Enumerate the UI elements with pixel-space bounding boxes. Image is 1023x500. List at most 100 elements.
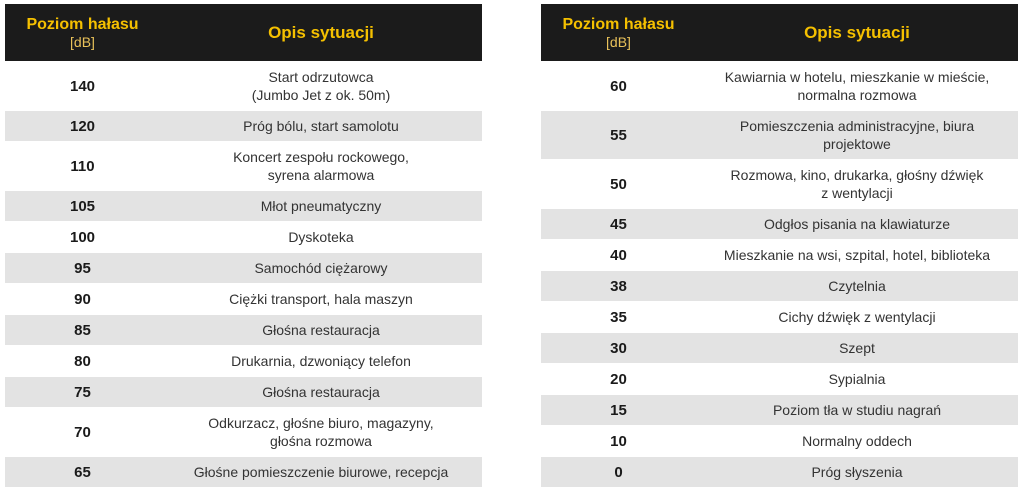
noise-level: 90: [5, 283, 160, 315]
noise-level: 0: [541, 456, 696, 487]
situation-description: Mieszkanie na wsi, szpital, hotel, bibli…: [696, 239, 1018, 271]
description-line: Start odrzutowca: [268, 69, 374, 85]
situation-description: Sypialnia: [696, 363, 1018, 395]
description-line: głośna rozmowa: [270, 433, 372, 449]
noise-level: 105: [5, 190, 160, 222]
header-level: Poziom hałasu [dB]: [5, 4, 160, 62]
situation-description: Koncert zespołu rockowego, syrena alarmow…: [160, 141, 482, 191]
description-line: normalna rozmowa: [797, 87, 917, 103]
situation-description: Kawiarnia w hotelu, mieszkanie w mieście…: [696, 61, 1018, 111]
table-body: 140 Start odrzutowca (Jumbo Jet z ok. 50m)…: [5, 61, 482, 487]
noise-level: 60: [541, 61, 696, 111]
table-row: 20 Sypialnia: [541, 363, 1018, 395]
table-row: 15 Poziom tła w studiu nagrań: [541, 394, 1018, 426]
noise-level: 120: [5, 110, 160, 142]
description-line: Drukarnia, dzwoniący telefon: [231, 353, 411, 369]
description-line: z wentylacji: [821, 185, 893, 201]
description-line: Czytelnia: [828, 278, 886, 294]
noise-level: 15: [541, 394, 696, 426]
description-line: Głośne pomieszczenie biurowe, recepcja: [193, 464, 449, 480]
noise-level: 80: [5, 345, 160, 377]
noise-level: 40: [541, 239, 696, 271]
table-row: 95 Samochód ciężarowy: [5, 252, 482, 284]
noise-level: 20: [541, 363, 696, 395]
table-header: Poziom hałasu [dB] Opis sytuacji: [5, 4, 482, 62]
situation-description: Normalny oddech: [696, 425, 1018, 457]
situation-description: Start odrzutowca (Jumbo Jet z ok. 50m): [160, 61, 482, 111]
situation-description: Czytelnia: [696, 270, 1018, 302]
table-row: 85 Głośna restauracja: [5, 314, 482, 346]
header-level-title: Poziom hałasu: [26, 16, 139, 33]
description-line: Ciężki transport, hala maszyn: [229, 291, 413, 307]
situation-description: Głośna restauracja: [160, 314, 482, 346]
table-row: 80 Drukarnia, dzwoniący telefon: [5, 345, 482, 377]
description-line: Głośna restauracja: [262, 322, 380, 338]
description-line: Próg słyszenia: [811, 464, 903, 480]
header-level-title: Poziom hałasu: [562, 16, 675, 33]
description-line: Kawiarnia w hotelu, mieszkanie w mieście…: [724, 69, 990, 85]
noise-level: 110: [5, 141, 160, 191]
situation-description: Próg słyszenia: [696, 456, 1018, 487]
table-row: 120 Próg bólu, start samolotu: [5, 110, 482, 142]
header-level-unit: [dB]: [70, 34, 95, 50]
noise-level: 85: [5, 314, 160, 346]
description-line: Młot pneumatyczny: [260, 198, 382, 214]
situation-description: Głośne pomieszczenie biurowe, recepcja: [160, 456, 482, 487]
header-description: Opis sytuacji: [160, 4, 482, 62]
table-row: 75 Głośna restauracja: [5, 376, 482, 408]
description-line: Koncert zespołu rockowego,: [233, 149, 409, 165]
situation-description: Ciężki transport, hala maszyn: [160, 283, 482, 315]
table-row: 60 Kawiarnia w hotelu, mieszkanie w mieśc…: [541, 61, 1018, 111]
description-line: projektowe: [823, 136, 891, 152]
noise-level: 30: [541, 332, 696, 364]
noise-level: 65: [5, 456, 160, 487]
situation-description: Głośna restauracja: [160, 376, 482, 408]
noise-level: 10: [541, 425, 696, 457]
table-row: 70 Odkurzacz, głośne biuro, magazyny, głoś…: [5, 407, 482, 457]
situation-description: Odkurzacz, głośne biuro, magazyny, głośna…: [160, 407, 482, 457]
table-row: 100 Dyskoteka: [5, 221, 482, 253]
table-row: 30 Szept: [541, 332, 1018, 364]
table-body: 60 Kawiarnia w hotelu, mieszkanie w mieśc…: [541, 61, 1018, 487]
table-row: 10 Normalny oddech: [541, 425, 1018, 457]
situation-description: Poziom tła w studiu nagrań: [696, 394, 1018, 426]
table-row: 45 Odgłos pisania na klawiaturze: [541, 208, 1018, 240]
table-row: 35 Cichy dźwięk z wentylacji: [541, 301, 1018, 333]
noise-level: 100: [5, 221, 160, 253]
description-line: Samochód ciężarowy: [254, 260, 388, 276]
description-line: Szept: [839, 340, 875, 356]
table-row: 110 Koncert zespołu rockowego, syrena alar…: [5, 141, 482, 191]
situation-description: Młot pneumatyczny: [160, 190, 482, 222]
table-row: 40 Mieszkanie na wsi, szpital, hotel, bib…: [541, 239, 1018, 271]
table-row: 140 Start odrzutowca (Jumbo Jet z ok. 50m): [5, 61, 482, 111]
noise-level: 38: [541, 270, 696, 302]
noise-level: 70: [5, 407, 160, 457]
situation-description: Rozmowa, kino, drukarka, głośny dźwięk z …: [696, 159, 1018, 209]
situation-description: Pomieszczenia administracyjne, biura proj…: [696, 110, 1018, 160]
noise-level: 140: [5, 61, 160, 111]
situation-description: Szept: [696, 332, 1018, 364]
table-row: 90 Ciężki transport, hala maszyn: [5, 283, 482, 315]
noise-level: 75: [5, 376, 160, 408]
description-line: (Jumbo Jet z ok. 50m): [251, 87, 391, 103]
description-line: Normalny oddech: [802, 433, 912, 449]
description-line: syrena alarmowa: [267, 167, 375, 183]
situation-description: Odgłos pisania na klawiaturze: [696, 208, 1018, 240]
description-line: Dyskoteka: [288, 229, 354, 245]
description-line: Pomieszczenia administracyjne, biura: [739, 118, 975, 134]
description-line: Cichy dźwięk z wentylacji: [778, 309, 936, 325]
header-description: Opis sytuacji: [696, 4, 1018, 62]
description-line: Odgłos pisania na klawiaturze: [764, 216, 950, 232]
situation-description: Dyskoteka: [160, 221, 482, 253]
table-row: 38 Czytelnia: [541, 270, 1018, 302]
situation-description: Drukarnia, dzwoniący telefon: [160, 345, 482, 377]
noise-level: 45: [541, 208, 696, 240]
table-row: 65 Głośne pomieszczenie biurowe, recepcja: [5, 456, 482, 487]
description-line: Próg bólu, start samolotu: [243, 118, 399, 134]
description-line: Odkurzacz, głośne biuro, magazyny,: [208, 415, 434, 431]
header-level: Poziom hałasu [dB]: [541, 4, 696, 62]
description-line: Mieszkanie na wsi, szpital, hotel, bibli…: [723, 247, 991, 263]
description-line: Rozmowa, kino, drukarka, głośny dźwięk: [730, 167, 984, 183]
description-line: Głośna restauracja: [262, 384, 380, 400]
